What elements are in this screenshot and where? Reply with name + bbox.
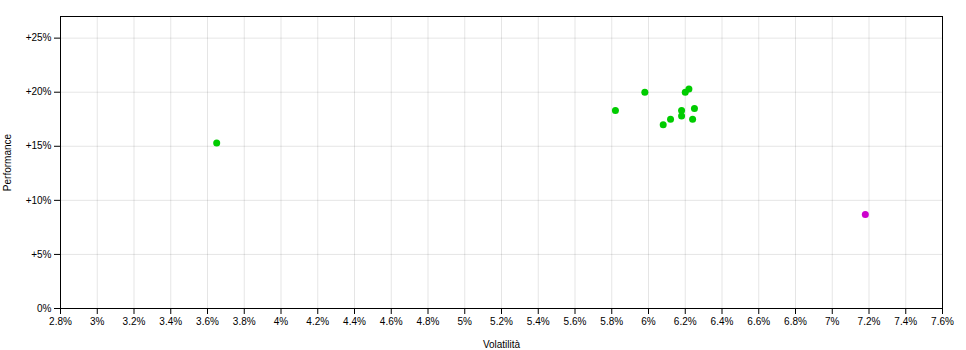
svg-text:+20%: +20% (26, 86, 52, 97)
svg-text:6.6%: 6.6% (747, 316, 770, 327)
svg-text:2.8%: 2.8% (49, 316, 72, 327)
svg-text:+15%: +15% (26, 140, 52, 151)
svg-text:Volatilità: Volatilità (483, 339, 521, 350)
svg-text:Performance: Performance (2, 133, 13, 191)
svg-text:6%: 6% (641, 316, 656, 327)
svg-text:7.4%: 7.4% (894, 316, 917, 327)
svg-text:3.6%: 3.6% (196, 316, 219, 327)
svg-text:4.8%: 4.8% (417, 316, 440, 327)
svg-text:7.6%: 7.6% (931, 316, 954, 327)
svg-text:+10%: +10% (26, 195, 52, 206)
svg-text:+25%: +25% (26, 32, 52, 43)
svg-text:+5%: +5% (31, 249, 51, 260)
svg-text:3%: 3% (90, 316, 105, 327)
svg-text:5.8%: 5.8% (600, 316, 623, 327)
svg-text:0%: 0% (37, 303, 52, 314)
svg-text:4.6%: 4.6% (380, 316, 403, 327)
svg-text:7%: 7% (825, 316, 840, 327)
svg-text:5.2%: 5.2% (490, 316, 513, 327)
svg-text:4.2%: 4.2% (306, 316, 329, 327)
svg-text:5%: 5% (458, 316, 473, 327)
svg-text:7.2%: 7.2% (858, 316, 881, 327)
svg-text:6.4%: 6.4% (711, 316, 734, 327)
svg-text:3.4%: 3.4% (159, 316, 182, 327)
svg-text:5.4%: 5.4% (527, 316, 550, 327)
svg-text:3.2%: 3.2% (123, 316, 146, 327)
svg-text:4.4%: 4.4% (343, 316, 366, 327)
svg-text:5.6%: 5.6% (564, 316, 587, 327)
svg-text:6.2%: 6.2% (674, 316, 697, 327)
svg-text:6.8%: 6.8% (784, 316, 807, 327)
svg-text:4%: 4% (274, 316, 289, 327)
svg-text:3.8%: 3.8% (233, 316, 256, 327)
